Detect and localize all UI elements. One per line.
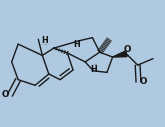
Text: H: H <box>91 65 97 74</box>
Text: H: H <box>73 40 80 49</box>
Text: ··: ·· <box>44 42 48 47</box>
Text: H: H <box>41 36 48 45</box>
Text: O: O <box>1 90 9 99</box>
Text: O: O <box>124 45 131 54</box>
Text: O: O <box>140 77 147 86</box>
Text: ··: ·· <box>93 62 97 67</box>
Polygon shape <box>113 51 127 57</box>
